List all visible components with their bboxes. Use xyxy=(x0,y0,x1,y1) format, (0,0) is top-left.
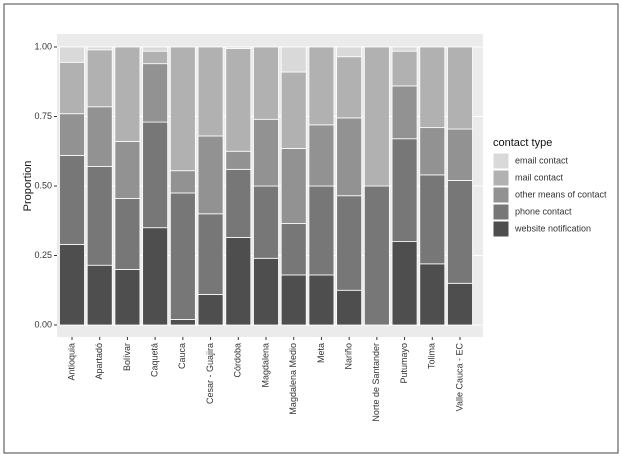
bar-segment xyxy=(447,180,473,284)
bar-segment xyxy=(86,46,113,51)
bar-segment xyxy=(391,85,418,140)
bar-segment xyxy=(197,213,224,295)
bar-segment xyxy=(197,135,224,215)
bar-segment xyxy=(142,121,169,229)
bar-segment xyxy=(59,243,85,326)
bar-segment xyxy=(280,71,307,149)
bar-segment xyxy=(114,268,141,326)
x-tick-label: Norte de Santander xyxy=(371,343,381,422)
y-tick-label: 0.00 xyxy=(34,319,52,329)
y-tick-label: 0.50 xyxy=(34,180,52,190)
bar-segment xyxy=(419,127,446,176)
bar-segment xyxy=(419,46,446,129)
bar-segment xyxy=(280,223,307,276)
legend-swatch xyxy=(492,152,510,170)
x-tick-label: Cauca xyxy=(177,343,187,369)
bar-segment xyxy=(169,319,196,326)
x-tick-label: Nariño xyxy=(344,343,354,370)
x-tick-label: Putumayo xyxy=(399,343,409,384)
bar-segment xyxy=(225,47,252,152)
bar-segment xyxy=(114,46,141,142)
bar-segment xyxy=(363,185,390,326)
bar-segment xyxy=(308,46,335,126)
bar-segment xyxy=(391,241,418,326)
bar-segment xyxy=(86,264,113,326)
bar-segment xyxy=(197,46,224,137)
bar-segment xyxy=(253,46,279,120)
legend-label: other means of contact xyxy=(515,189,607,199)
bar-segment xyxy=(336,46,363,58)
bar-segment xyxy=(86,106,113,167)
bar-segment xyxy=(447,282,473,326)
x-tick-label: Magdalena Medio xyxy=(288,343,298,415)
bar-segment xyxy=(253,118,279,187)
bar-segment xyxy=(59,46,85,63)
bar-segment xyxy=(391,50,418,87)
x-tick-label: Tolima xyxy=(427,343,437,369)
bar-segment xyxy=(225,237,252,326)
legend-label: website notification xyxy=(514,223,591,233)
bar-segment xyxy=(419,263,446,326)
bar-segment xyxy=(59,155,85,245)
y-tick-label: 1.00 xyxy=(34,41,52,51)
bar-segment xyxy=(142,227,169,326)
bar-segment xyxy=(280,274,307,326)
bar-segment xyxy=(169,170,196,194)
legend-swatch xyxy=(492,203,510,221)
bar-segment xyxy=(336,289,363,326)
bar-segment xyxy=(391,46,418,52)
legend-swatch xyxy=(492,169,510,187)
legend-label: phone contact xyxy=(515,206,572,216)
bar-segment xyxy=(253,257,279,326)
bar-segment xyxy=(419,174,446,265)
bar-segment xyxy=(225,150,252,170)
bar-segment xyxy=(142,50,169,65)
bar-segment xyxy=(447,46,473,130)
bar-segment xyxy=(253,185,279,259)
bar-segment xyxy=(308,124,335,187)
x-tick-label: Apartadó xyxy=(94,343,104,380)
bar-segment xyxy=(447,128,473,181)
x-tick-label: Antioquia xyxy=(66,343,76,381)
bar-segment xyxy=(336,56,363,119)
legend-label: mail contact xyxy=(515,172,564,182)
bar-segment xyxy=(59,113,85,156)
y-axis-title: Proportion xyxy=(22,161,34,212)
bar-segment xyxy=(280,148,307,224)
x-tick-label: Cesar - Guajira xyxy=(205,343,215,404)
bar-segment xyxy=(336,195,363,291)
bar-segment xyxy=(225,168,252,238)
bar-segment xyxy=(363,46,390,187)
bar-segment xyxy=(86,166,113,266)
bar-segment xyxy=(308,185,335,276)
bar-segment xyxy=(59,61,85,115)
bar-segment xyxy=(142,63,169,123)
x-tick-label: Córdoba xyxy=(233,343,243,378)
legend-title: contact type xyxy=(493,137,552,149)
bar-segment xyxy=(114,141,141,199)
legend-label: email contact xyxy=(515,155,569,165)
y-tick-label: 0.25 xyxy=(34,250,52,260)
bar-segment xyxy=(391,138,418,243)
bar-segment xyxy=(225,46,252,49)
bar-segment xyxy=(142,46,169,52)
x-tick-label: Bolívar xyxy=(122,343,132,371)
legend-swatch xyxy=(492,186,510,204)
bar-segment xyxy=(197,294,224,326)
bar-segment xyxy=(86,49,113,108)
y-tick-label: 0.75 xyxy=(34,111,52,121)
bar-segment xyxy=(114,198,141,270)
x-tick-label: Valle Cauca - EC xyxy=(454,343,464,412)
bar-segment xyxy=(169,46,196,172)
bar-segment xyxy=(280,46,307,73)
x-tick-label: Meta xyxy=(316,343,326,363)
bar-segment xyxy=(308,274,335,326)
bar-segment xyxy=(336,117,363,197)
bar-segment xyxy=(169,192,196,320)
legend-swatch xyxy=(492,220,510,238)
x-tick-label: Magdalena xyxy=(260,343,270,388)
x-tick-label: Caquetá xyxy=(150,343,160,377)
